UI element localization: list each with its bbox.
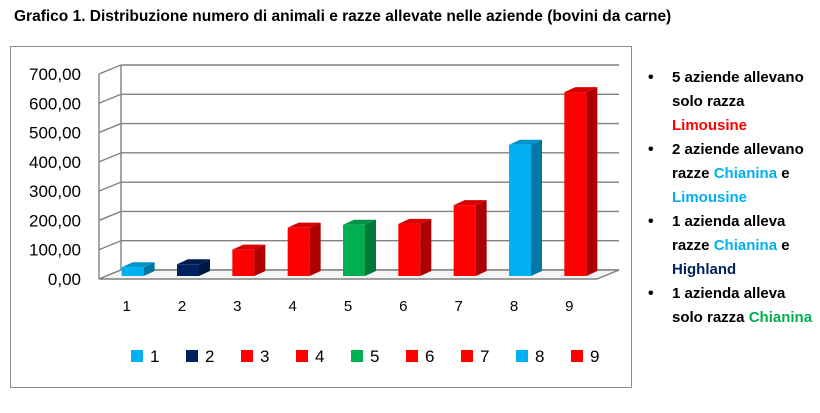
bar-side (199, 259, 210, 276)
notes-list: 5 aziende allevano solo razza Limousine2… (648, 66, 818, 330)
x-tick-label: 2 (178, 298, 186, 315)
side-gridline (98, 152, 122, 163)
note-highlight: Limousine (672, 189, 748, 206)
legend-swatch (241, 350, 253, 362)
bar-2 (177, 259, 210, 276)
note-highlight: Chianina (713, 165, 778, 182)
bar-side (420, 218, 432, 276)
bar-top (509, 139, 542, 145)
bar-1 (121, 262, 155, 276)
y-tick-label: 700,00 (29, 65, 81, 84)
legend-label: 4 (315, 347, 324, 366)
y-tick-label: 500,00 (29, 124, 81, 143)
note-item: 1 azienda alleva razze Chianina e Highla… (648, 210, 818, 282)
y-tick-label: 0,00 (48, 270, 81, 289)
bar-front (398, 223, 421, 276)
x-tick-label: 9 (565, 298, 573, 315)
bar-8 (509, 139, 542, 276)
legend-label: 3 (260, 347, 269, 366)
legend-swatch (516, 350, 528, 362)
legend-swatch (131, 350, 143, 362)
bar-top (398, 218, 432, 224)
x-tick-label: 5 (344, 298, 352, 315)
bar-front (509, 144, 531, 276)
chart-svg: 0,00 100,00 200,00 300,00 400,00 500,00 600,00… (29, 64, 620, 366)
bar-5 (343, 219, 376, 276)
bar-side (143, 262, 155, 276)
bar-side (309, 222, 321, 276)
note-text: 5 aziende allevano solo razza (672, 69, 804, 110)
chart-area: 0,00 100,00 200,00 300,00 400,00 500,00 600,00… (10, 46, 632, 388)
side-gridline (98, 64, 122, 75)
bar-side (254, 244, 266, 276)
legend-label: 2 (205, 347, 214, 366)
bar-side (365, 219, 376, 276)
legend-label: 8 (535, 347, 544, 366)
x-tick-label: 6 (399, 298, 407, 315)
y-tick-label: 600,00 (29, 94, 81, 113)
bar-top (564, 87, 598, 93)
x-tick-label: 4 (288, 298, 296, 315)
legend-swatch (406, 350, 418, 362)
legend-label: 1 (150, 347, 159, 366)
legend-swatch (571, 350, 583, 362)
bar-side (531, 139, 542, 276)
bar-front (232, 249, 255, 276)
bar-top (232, 244, 266, 250)
side-gridline (98, 122, 122, 134)
bar-9 (564, 87, 598, 276)
y-tick-label: 400,00 (29, 153, 81, 172)
y-tick-label: 200,00 (29, 211, 81, 230)
note-highlight: Limousine (672, 117, 748, 134)
x-tick-label: 8 (510, 298, 518, 315)
note-item: 5 aziende allevano solo razza Limousine (648, 66, 818, 138)
y-tick-label: 100,00 (29, 241, 81, 260)
bar-top (453, 200, 487, 206)
legend-swatch (186, 350, 198, 362)
side-gridline (98, 181, 122, 192)
legend-swatch (351, 350, 363, 362)
note-item: 1 azienda alleva solo razza Chianina (648, 282, 818, 330)
bar-top (343, 219, 376, 225)
legend-swatch (296, 350, 308, 362)
chart-title: Grafico 1. Distribuzione numero di anima… (14, 8, 672, 25)
note-text: 1 azienda alleva razze (672, 213, 786, 254)
legend-label: 7 (480, 347, 489, 366)
note-text: 1 azienda alleva solo razza (672, 285, 786, 326)
legend-swatch (461, 350, 473, 362)
legend-label: 5 (370, 347, 379, 366)
note-highlight: Chianina (748, 309, 813, 326)
side-gridline (98, 93, 122, 104)
note-highlight: Chianina (713, 237, 778, 254)
y-tick-label: 300,00 (29, 182, 81, 201)
bar-top (287, 222, 321, 228)
note-item: 2 aziende allevano razze Chianina e Limo… (648, 138, 818, 210)
side-gridline (98, 240, 122, 251)
legend-label: 6 (425, 347, 434, 366)
bar-front (287, 227, 310, 276)
bar-side (475, 200, 487, 276)
bar-top (177, 259, 210, 265)
bar-front (343, 224, 365, 276)
bar-3 (232, 244, 266, 276)
side-gridline (98, 210, 122, 222)
x-tick-label: 7 (454, 298, 462, 315)
bar-6 (398, 218, 432, 276)
note-text: 2 aziende allevano razze (672, 141, 804, 182)
note-text: e (777, 237, 790, 254)
note-highlight: Highland (672, 261, 737, 278)
bar-top (121, 262, 155, 268)
bar-front (121, 267, 144, 276)
bar-4 (287, 222, 321, 276)
x-tick-label: 3 (233, 298, 241, 315)
note-text: e (777, 165, 790, 182)
legend-label: 9 (590, 347, 599, 366)
bar-side (586, 87, 598, 276)
bar-front (453, 205, 476, 276)
x-tick-label: 1 (122, 298, 130, 315)
bar-7 (453, 200, 487, 276)
bar-front (564, 92, 587, 276)
bar-front (177, 264, 199, 276)
